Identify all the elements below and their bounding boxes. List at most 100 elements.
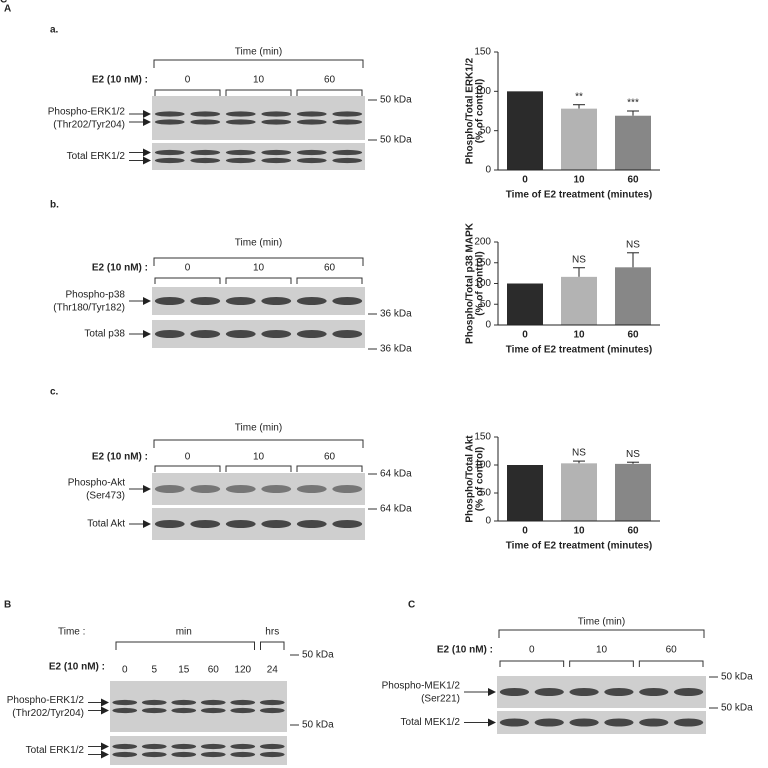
subpanel-letter: b.: [50, 200, 59, 211]
kda-label: 50 kDa: [302, 650, 334, 661]
kda-label: 64 kDa: [380, 469, 412, 480]
band: [171, 751, 197, 758]
y-tick-label: 100: [474, 460, 491, 471]
band: [332, 485, 363, 493]
band: [639, 718, 669, 727]
significance-label: **: [575, 91, 583, 102]
band: [534, 688, 564, 696]
y-tick-label: 0: [485, 320, 491, 331]
band: [673, 688, 704, 696]
band: [141, 707, 167, 714]
band: [261, 157, 292, 164]
x-axis-label: Time of E2 treatment (minutes): [506, 541, 653, 552]
x-tick-label: 0: [522, 175, 528, 186]
band: [296, 485, 327, 493]
unit-label: hrs: [265, 627, 279, 638]
row-label: Phospho-p38: [66, 290, 126, 301]
bar: [561, 463, 597, 521]
time-point: 5: [151, 665, 157, 676]
band: [230, 743, 256, 750]
bracket: [115, 641, 255, 650]
band: [230, 751, 256, 758]
band: [569, 688, 599, 696]
blot: [152, 320, 365, 348]
bracket: [499, 660, 565, 667]
time-point: 60: [208, 665, 220, 676]
band: [141, 699, 167, 706]
y-tick-label: 50: [480, 125, 492, 136]
band: [190, 297, 221, 305]
band: [499, 688, 530, 696]
band: [190, 149, 221, 156]
band: [332, 330, 363, 338]
treatment-label: E2 (10 nM) :: [92, 263, 148, 274]
band: [261, 149, 292, 156]
band: [200, 751, 226, 758]
band: [154, 520, 185, 528]
bracket: [225, 277, 292, 284]
y-tick-label: 150: [474, 257, 491, 268]
row-label: Total ERK1/2: [26, 745, 85, 756]
band: [261, 111, 292, 117]
x-tick-label: 10: [573, 330, 585, 341]
x-tick-label: 0: [522, 526, 528, 537]
subpanel-letter: a.: [50, 25, 59, 36]
band: [499, 718, 530, 727]
time-point: 60: [666, 645, 678, 656]
blot: [497, 676, 706, 708]
band: [190, 485, 221, 493]
band: [332, 520, 363, 528]
time-label: Time (min): [235, 47, 282, 58]
blot: [152, 96, 365, 140]
band: [230, 707, 256, 714]
x-tick-label: 60: [627, 526, 639, 537]
bracket: [154, 89, 221, 96]
band: [332, 297, 363, 305]
treatment-label: E2 (10 nM) :: [49, 662, 105, 673]
row-label: Phospho-ERK1/2: [7, 695, 85, 706]
time-point: 0: [529, 645, 535, 656]
row-label: Phospho-MEK1/2: [382, 681, 461, 692]
row-sublabel: (Ser473): [86, 491, 125, 502]
bracket: [569, 660, 634, 667]
bracket: [153, 59, 364, 68]
band: [190, 330, 221, 338]
bracket: [154, 465, 221, 472]
y-axis-label: (% of control): [475, 447, 486, 511]
band: [296, 520, 327, 528]
unit-label: min: [176, 627, 192, 638]
bracket: [296, 465, 363, 472]
panel-letter: A: [4, 4, 11, 15]
y-axis-label: (% of control): [475, 79, 486, 143]
significance-label: NS: [572, 254, 586, 265]
band: [225, 520, 256, 528]
band: [259, 707, 285, 714]
blot: [497, 711, 706, 734]
bracket: [296, 89, 363, 96]
subpanel-letter: C: [0, 0, 7, 6]
band: [141, 751, 167, 758]
band: [296, 330, 327, 338]
band: [154, 485, 185, 493]
significance-label: ***: [627, 98, 639, 109]
band: [225, 157, 256, 164]
time-point: 0: [185, 263, 191, 274]
bar: [561, 276, 597, 325]
bracket: [225, 465, 292, 472]
bar: [507, 283, 543, 325]
x-tick-label: 10: [573, 175, 585, 186]
bracket: [225, 89, 292, 96]
treatment-label: E2 (10 nM) :: [92, 452, 148, 463]
band: [259, 743, 285, 750]
bar: [615, 115, 651, 170]
kda-label: 36 kDa: [380, 309, 412, 320]
band: [296, 149, 327, 156]
band: [200, 743, 226, 750]
band: [261, 297, 292, 305]
band: [141, 743, 167, 750]
band: [154, 297, 185, 305]
y-tick-label: 150: [474, 432, 491, 443]
row-label: Total MEK1/2: [401, 717, 461, 728]
blot: [152, 287, 365, 315]
